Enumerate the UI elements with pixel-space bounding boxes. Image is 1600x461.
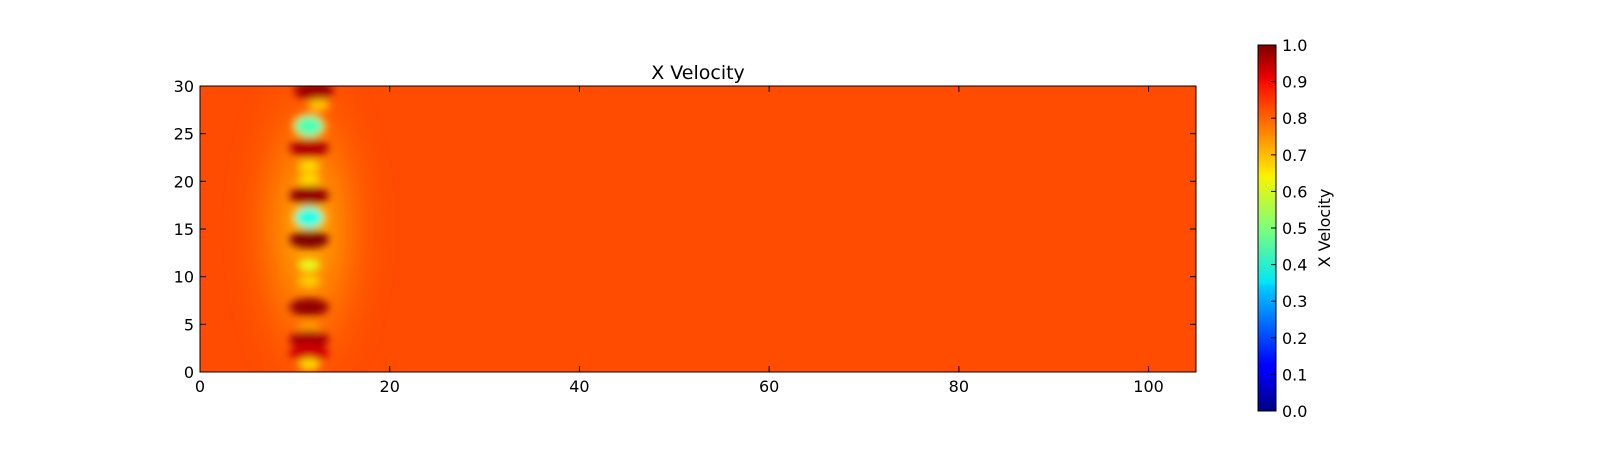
wake-feature [289, 230, 330, 249]
colorbar-tick-label: 0.8 [1282, 109, 1307, 128]
x-tick-label: 20 [380, 377, 400, 396]
wake-feature [295, 116, 324, 137]
colorbar: 0.0 0.1 0.2 0.3 0.4 0.5 0.6 0.7 0.8 0.9 1.0 X Velo… [1257, 36, 1334, 421]
colorbar-tick-label: 0.9 [1282, 73, 1307, 92]
wake-feature [298, 321, 321, 334]
x-tick-label: 60 [759, 377, 779, 396]
wake-features-layer [289, 86, 334, 371]
y-tick-label: 25 [174, 125, 194, 144]
wake-feature [298, 160, 321, 173]
colorbar-tick-label: 0.5 [1282, 219, 1307, 238]
wake-feature [298, 173, 321, 186]
wake-feature [289, 138, 330, 157]
colorbar-tick-label: 0.3 [1282, 292, 1307, 311]
y-tick-label: 5 [184, 315, 194, 334]
y-axis: 0 5 10 15 20 25 30 [174, 77, 1196, 382]
wake-feature [298, 259, 321, 272]
wake-feature [298, 275, 321, 288]
colorbar-tick-label: 0.7 [1282, 146, 1307, 165]
y-tick-label: 10 [174, 268, 194, 287]
y-tick-label: 30 [174, 77, 194, 96]
plot-area [200, 86, 1196, 372]
wake-feature [289, 186, 330, 205]
colorbar-tick-label: 0.0 [1282, 402, 1307, 421]
wake-feature [295, 207, 324, 228]
y-tick-label: 15 [174, 220, 194, 239]
colorbar-tick-label: 0.1 [1282, 365, 1307, 384]
wake-feature [289, 343, 330, 362]
colorbar-tick-label: 0.6 [1282, 182, 1307, 201]
x-tick-label: 40 [569, 377, 589, 396]
colorbar-label: X Velocity [1315, 189, 1334, 268]
colorbar-tick-label: 0.4 [1282, 256, 1307, 275]
wake-feature [289, 298, 330, 317]
wake-feature [298, 358, 321, 371]
wake-feature [293, 86, 334, 100]
y-tick-label: 20 [174, 172, 194, 191]
chart-title: X Velocity [651, 62, 745, 84]
colorbar-ticks: 0.0 0.1 0.2 0.3 0.4 0.5 0.6 0.7 0.8 0.9 1.0 [1271, 36, 1307, 421]
y-tick-label: 0 [184, 363, 194, 382]
wake-feature [289, 330, 330, 349]
x-tick-label: 80 [949, 377, 969, 396]
x-tick-label: 100 [1133, 377, 1164, 396]
wake-feature [307, 99, 330, 112]
colorbar-tick-label: 0.2 [1282, 329, 1307, 348]
x-tick-label: 0 [195, 377, 205, 396]
x-axis: 0 20 40 60 80 100 [195, 86, 1164, 396]
colorbar-tick-label: 1.0 [1282, 36, 1307, 55]
